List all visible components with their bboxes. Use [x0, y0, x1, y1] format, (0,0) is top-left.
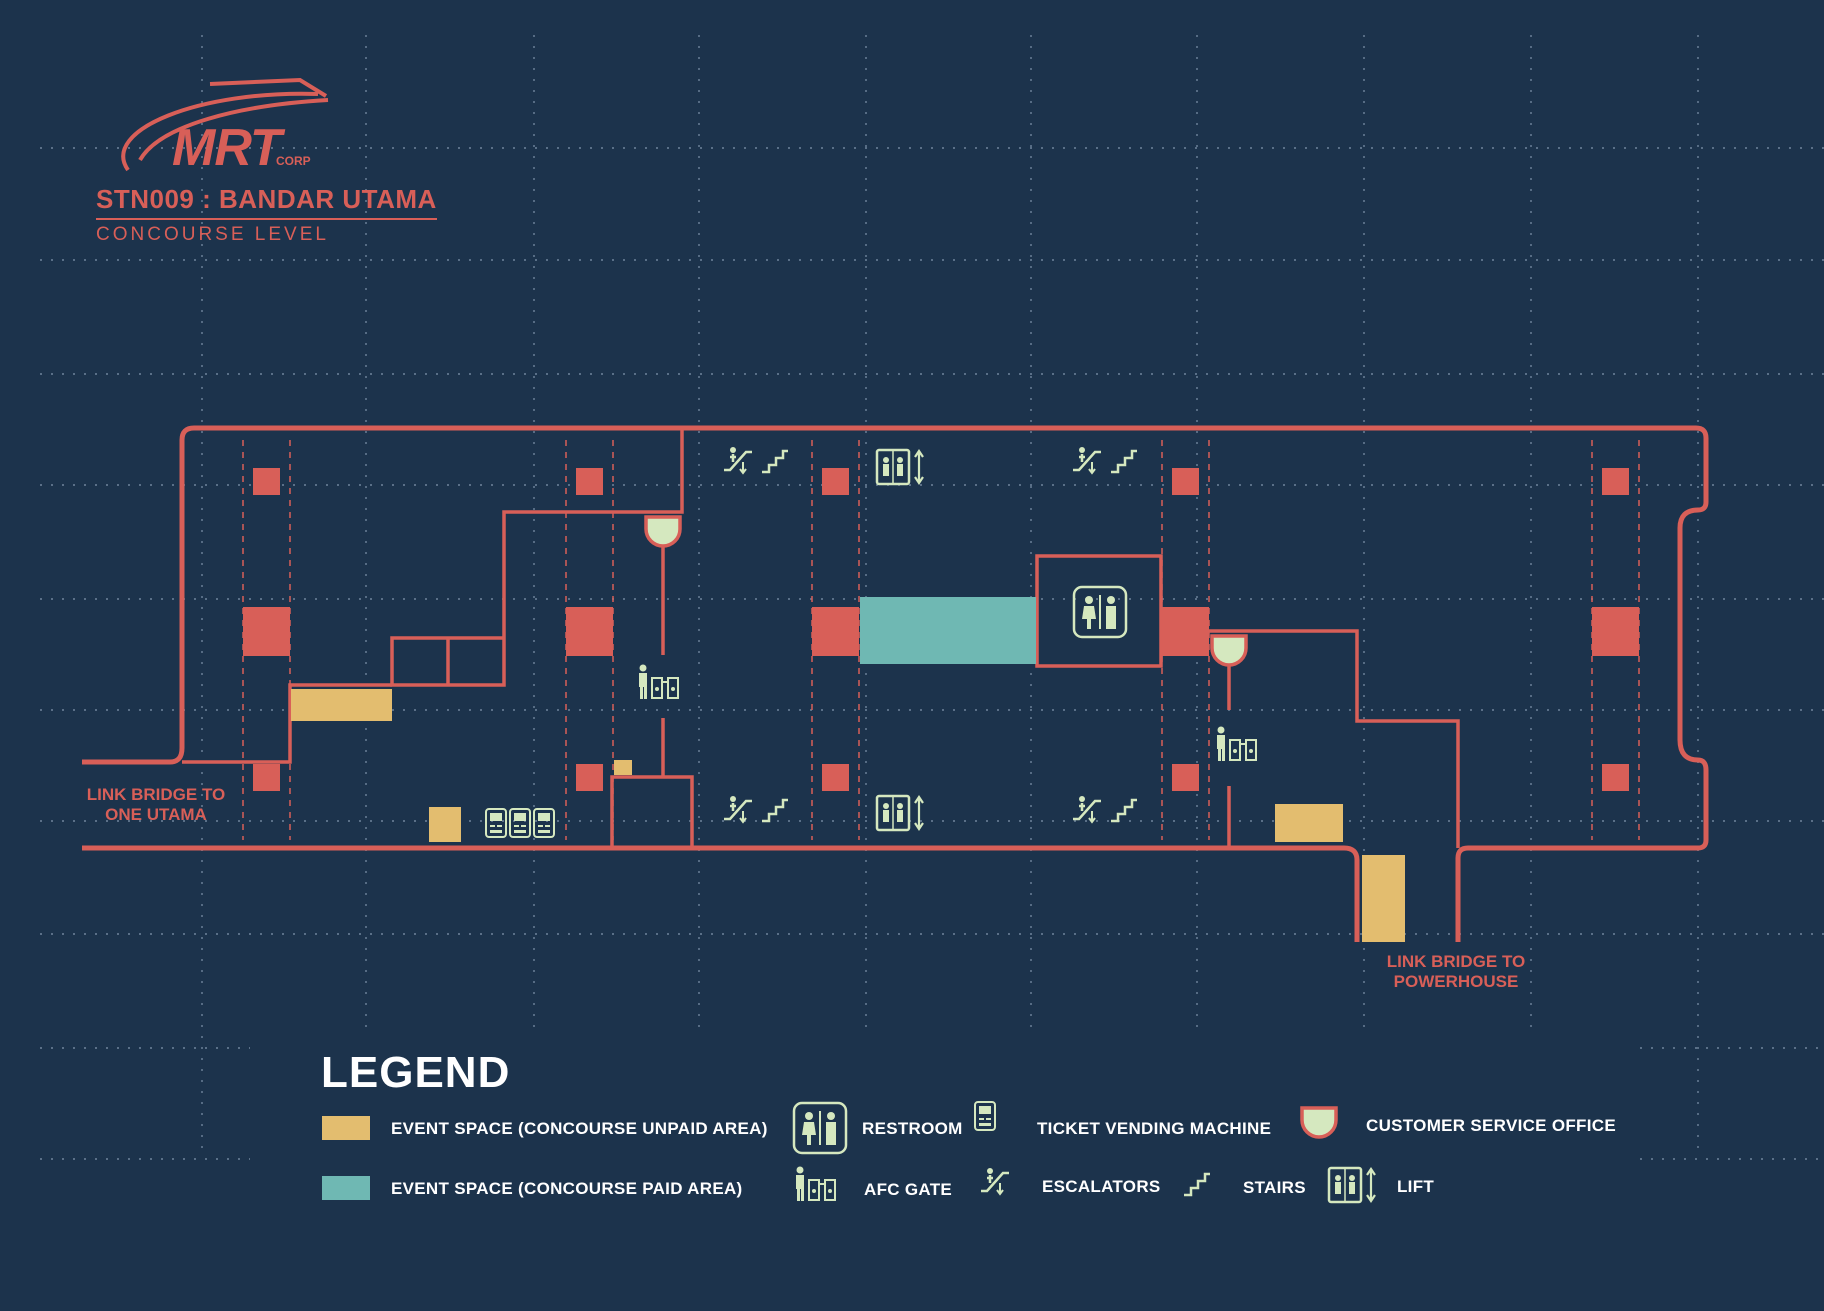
stairs-icon: [1109, 798, 1139, 823]
afc-gate-icon: [638, 663, 679, 700]
stairs-icon: [1182, 1172, 1212, 1197]
link-label-line-2: ONE UTAMA: [105, 805, 207, 824]
concourse-bottom-edge: [82, 845, 1360, 942]
stairs-icon: [760, 798, 790, 823]
event-space-unpaid: [291, 689, 1405, 942]
afc-gate-icon: [795, 1165, 836, 1202]
customer-service-office-icon: [1300, 1106, 1338, 1139]
afc-gate-icon: [1216, 725, 1257, 762]
lift-icon: [875, 794, 925, 832]
legend-label-ticket-vending-machine: TICKET VENDING MACHINE: [1037, 1119, 1272, 1138]
stairs-icon: [760, 449, 790, 474]
legend-label-restroom: RESTROOM: [862, 1119, 963, 1138]
mrt-logo-wordmark: MRT: [172, 119, 282, 177]
mrt-logo-swoosh: [121, 77, 329, 172]
escalator-icon: [1071, 445, 1103, 475]
ticket-vending-machine-icon: [485, 808, 507, 838]
legend-label-lift: LIFT: [1397, 1177, 1435, 1196]
restroom-icon: [792, 1101, 848, 1155]
legend-unpaid-swatch: [322, 1116, 370, 1140]
ticket-vending-machine-icon: [533, 808, 555, 838]
restroom-icon: [1072, 585, 1128, 639]
structural-columns: [243, 468, 1639, 791]
station-title: STN009 : BANDAR UTAMA: [96, 184, 437, 220]
legend-title: LEGEND: [321, 1048, 511, 1097]
legend-label-customer-service-office: CUSTOMER SERVICE OFFICE: [1366, 1116, 1616, 1135]
legend-label-paid: EVENT SPACE (CONCOURSE PAID AREA): [391, 1179, 743, 1198]
legend-paid-swatch: [322, 1176, 370, 1200]
stairs-icon: [1109, 449, 1139, 474]
concourse-outline: [82, 425, 1709, 942]
escalator-icon: [722, 794, 754, 824]
legend-label-unpaid: EVENT SPACE (CONCOURSE UNPAID AREA): [391, 1119, 768, 1138]
legend-label-escalators: ESCALATORS: [1042, 1177, 1161, 1196]
link-label-line-2: POWERHOUSE: [1393, 972, 1519, 991]
escalator-icon: [979, 1166, 1011, 1196]
lift-icon: [875, 448, 925, 486]
link-label-line-1: LINK BRIDGE TO: [86, 785, 226, 804]
link-bridge-powerhouse: LINK BRIDGE TO POWERHOUSE: [1376, 952, 1536, 992]
mrt-logo-suffix: CORP: [276, 154, 311, 168]
legend-label-stairs: STAIRS: [1243, 1178, 1306, 1197]
ticket-vending-machine-icon: [509, 808, 531, 838]
link-label-line-1: LINK BRIDGE TO: [1386, 952, 1526, 971]
legend-label-afc-gate: AFC GATE: [864, 1180, 953, 1199]
escalator-icon: [722, 445, 754, 475]
ticket-vending-machine-icon: [974, 1101, 996, 1131]
event-space-paid: [860, 597, 1036, 664]
customer-service-office-icon: [1210, 634, 1248, 667]
escalator-icon: [1071, 794, 1103, 824]
station-level: CONCOURSE LEVEL: [96, 224, 329, 245]
lift-icon: [1327, 1166, 1377, 1204]
customer-service-office-icon: [644, 515, 682, 548]
link-bridge-one-utama: LINK BRIDGE TO ONE UTAMA: [76, 785, 236, 825]
